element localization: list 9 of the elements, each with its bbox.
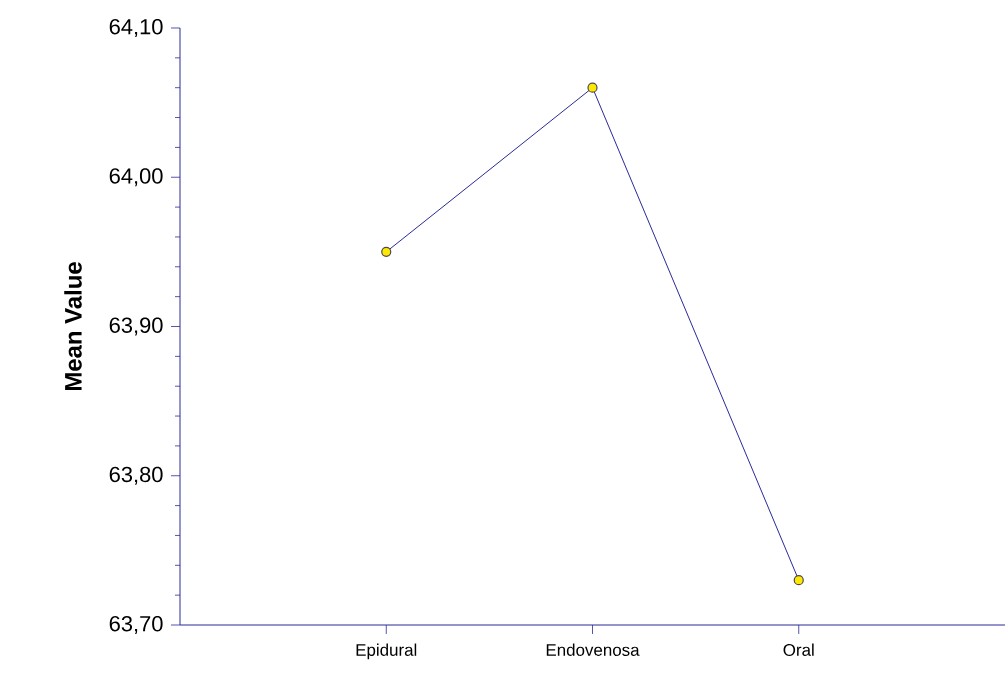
y-tick-label: 63,70	[109, 615, 163, 635]
x-tick-label: Epidural	[356, 643, 417, 660]
y-tick-label: 63,90	[109, 317, 163, 336]
y-axis-title: Mean Value	[64, 262, 82, 391]
y-tick-label: 63,80	[109, 466, 163, 485]
y-tick-label: 64,10	[109, 18, 163, 38]
x-tick-label: Endovenosa	[546, 643, 640, 656]
y-tick-label: 64,00	[109, 168, 163, 187]
x-tick-label: Oral	[783, 643, 814, 656]
